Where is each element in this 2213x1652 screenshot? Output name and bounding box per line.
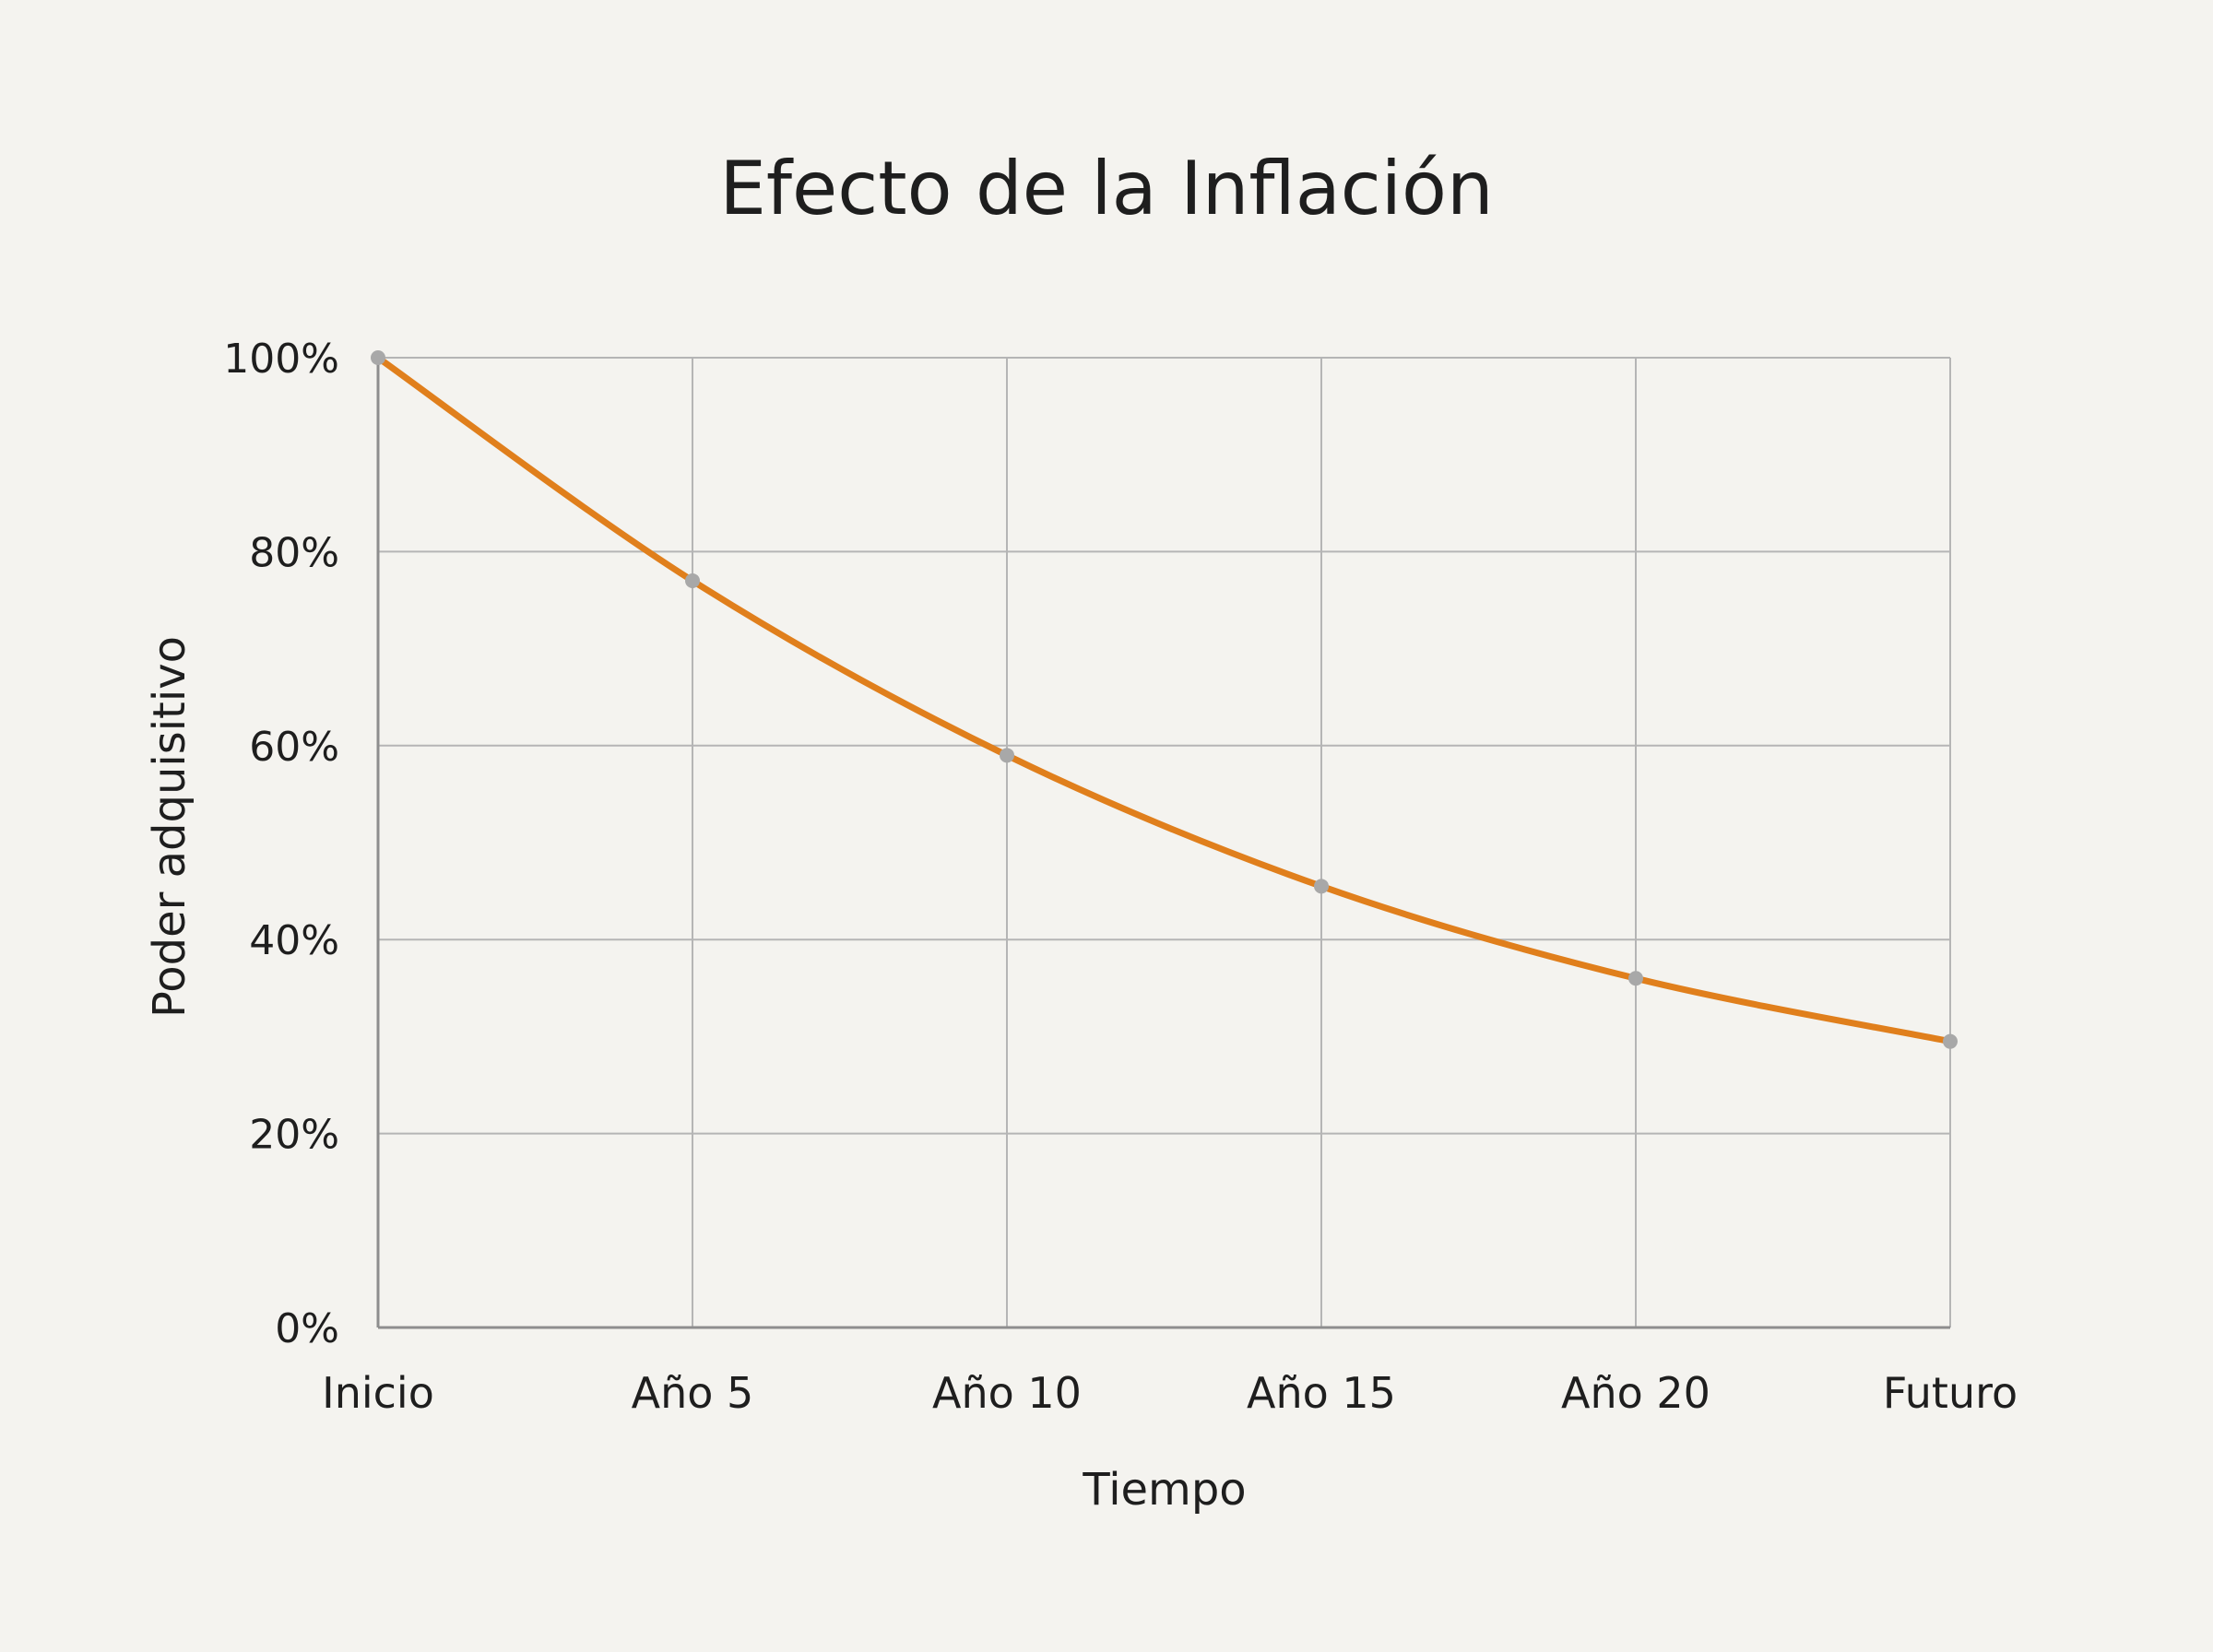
x-tick-label: Año 5 — [632, 1368, 754, 1418]
x-tick-label: Año 20 — [1561, 1368, 1710, 1418]
y-tick-label: 100% — [223, 336, 339, 383]
data-point — [1000, 748, 1014, 763]
chart-title: Efecto de la Inflación — [719, 146, 1493, 231]
series-line — [374, 354, 1954, 1045]
y-tick-labels: 0% 20% 40% 60% 80% 100% — [223, 336, 339, 1352]
y-tick-label: 20% — [249, 1112, 339, 1159]
grid-lines — [378, 357, 1951, 1328]
x-tick-label: Futuro — [1883, 1368, 2018, 1418]
x-tick-label: Año 15 — [1247, 1368, 1396, 1418]
x-tick-label: Inicio — [322, 1368, 434, 1418]
data-point — [1943, 1033, 1958, 1049]
data-point — [1314, 879, 1329, 894]
data-point — [685, 572, 700, 588]
y-tick-label: 60% — [249, 724, 339, 771]
x-tick-label: Año 10 — [932, 1368, 1082, 1418]
data-series — [371, 350, 1958, 1049]
data-point — [371, 350, 385, 365]
y-tick-label: 0% — [275, 1305, 339, 1352]
x-axis-label: Tiempo — [1082, 1464, 1246, 1516]
y-tick-label: 40% — [249, 917, 339, 964]
x-tick-labels: Inicio Año 5 Año 10 Año 15 Año 20 Futuro — [322, 1368, 2018, 1418]
axes — [376, 358, 1950, 1329]
y-axis-label: Poder adquisitivo — [144, 636, 195, 1018]
data-point — [1628, 971, 1643, 986]
y-tick-label: 80% — [249, 529, 339, 576]
